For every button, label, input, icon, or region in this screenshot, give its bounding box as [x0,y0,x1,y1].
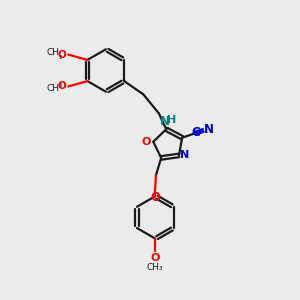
Text: O: O [150,191,160,205]
Text: O: O [142,137,151,147]
Text: C: C [191,126,200,139]
Text: CH: CH [46,48,59,57]
Text: ₃: ₃ [58,52,62,61]
Text: O: O [58,81,67,92]
Text: CH₃: CH₃ [147,263,164,272]
Text: O: O [151,253,160,263]
Text: ₃: ₃ [58,80,62,89]
Text: N: N [160,115,170,128]
Text: N: N [204,123,214,136]
Text: O: O [58,50,67,60]
Text: N: N [181,150,190,161]
Text: CH: CH [46,84,59,93]
Text: H: H [167,115,176,125]
